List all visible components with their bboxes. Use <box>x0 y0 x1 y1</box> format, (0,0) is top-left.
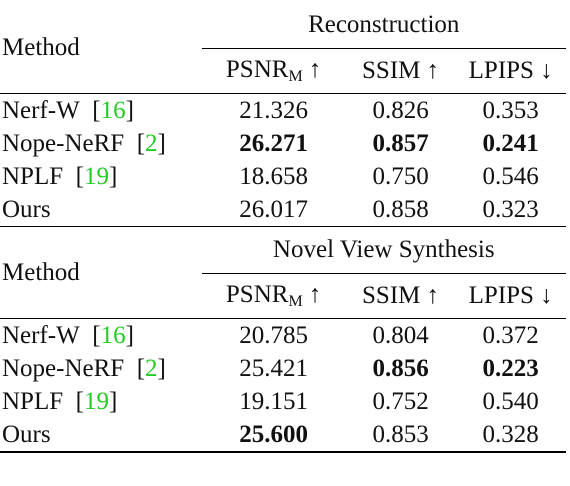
citation-link[interactable]: 19 <box>83 162 109 190</box>
ssim-cell: 0.857 <box>372 129 429 157</box>
method-cell: Nope-NeRF [2] <box>2 129 166 157</box>
lpips-cell: 0.546 <box>482 162 539 190</box>
method-cell: NPLF [19] <box>2 387 118 415</box>
group-header-row: Method Reconstruction <box>0 2 566 61</box>
lpips-cell: 0.540 <box>482 387 539 415</box>
citation-link[interactable]: 16 <box>100 96 126 124</box>
ssim-header: SSIM ↑ <box>362 282 440 309</box>
ssim-cell: 0.804 <box>345 318 456 352</box>
psnr-cell: 21.326 <box>201 93 346 127</box>
table-row: Nerf-W [16] 20.785 0.804 0.372 <box>0 318 566 352</box>
psnr-cell: 20.785 <box>201 318 346 352</box>
method-header: Method <box>2 33 80 61</box>
psnr-cell: 25.421 <box>239 354 309 382</box>
table-row: Nerf-W [16] 21.326 0.826 0.353 <box>0 93 566 127</box>
lpips-cell: 0.241 <box>482 129 539 157</box>
lpips-cell: 0.328 <box>482 420 539 448</box>
citation-link[interactable]: 19 <box>83 387 109 415</box>
table-row: Nope-NeRF [2] 26.271 0.857 0.241 <box>0 127 566 160</box>
results-table: Method Reconstruction PSNRM ↑ SSIM ↑ LPI… <box>0 2 566 453</box>
table-row: NPLF [19] 19.151 0.752 0.540 <box>0 385 566 418</box>
psnr-cell: 26.017 <box>239 195 309 223</box>
citation-link[interactable]: 16 <box>100 321 126 349</box>
method-header: Method <box>0 226 202 319</box>
lpips-header: LPIPS ↓ <box>468 57 553 84</box>
lpips-cell: 0.223 <box>482 354 539 382</box>
lpips-cell: 0.353 <box>455 93 566 127</box>
metric-header-row: PSNRM ↑ SSIM ↑ LPIPS ↓ <box>0 274 566 319</box>
group-title: Reconstruction <box>201 2 566 49</box>
lpips-cell: 0.323 <box>482 195 539 223</box>
ssim-cell: 0.853 <box>372 420 429 448</box>
psnr-cell: 26.271 <box>239 129 309 157</box>
ssim-cell: 0.856 <box>372 354 429 382</box>
citation-link[interactable]: 2 <box>145 354 158 382</box>
group-header-row: Method Novel View Synthesis <box>0 226 566 319</box>
psnr-header: PSNRM ↑ <box>225 281 322 310</box>
group-title: Novel View Synthesis <box>201 226 566 274</box>
psnr-header: PSNRM ↑ <box>225 56 322 85</box>
ssim-cell: 0.858 <box>372 195 429 223</box>
table-row: Ours 26.017 0.858 0.323 <box>0 193 566 227</box>
psnr-cell: 25.600 <box>239 420 309 448</box>
ssim-cell: 0.750 <box>372 162 429 190</box>
ssim-cell: 0.752 <box>372 387 429 415</box>
method-cell: Nerf-W [16] <box>0 318 202 352</box>
citation-link[interactable]: 2 <box>145 129 158 157</box>
method-cell: Ours <box>2 195 51 223</box>
psnr-cell: 18.658 <box>239 162 309 190</box>
method-cell: Nerf-W [16] <box>0 93 202 127</box>
table-row: Nope-NeRF [2] 25.421 0.856 0.223 <box>0 352 566 385</box>
method-cell: Nope-NeRF [2] <box>2 354 166 382</box>
ssim-cell: 0.826 <box>345 93 456 127</box>
method-cell: Ours <box>2 420 51 448</box>
table-row: NPLF [19] 18.658 0.750 0.546 <box>0 160 566 193</box>
lpips-cell: 0.372 <box>455 318 566 352</box>
metric-header-row: PSNRM ↑ SSIM ↑ LPIPS ↓ <box>0 49 566 94</box>
lpips-header: LPIPS ↓ <box>468 282 553 309</box>
table-row: Ours 25.600 0.853 0.328 <box>0 418 566 452</box>
ssim-header: SSIM ↑ <box>362 57 440 84</box>
method-cell: NPLF [19] <box>2 162 118 190</box>
psnr-cell: 19.151 <box>239 387 309 415</box>
